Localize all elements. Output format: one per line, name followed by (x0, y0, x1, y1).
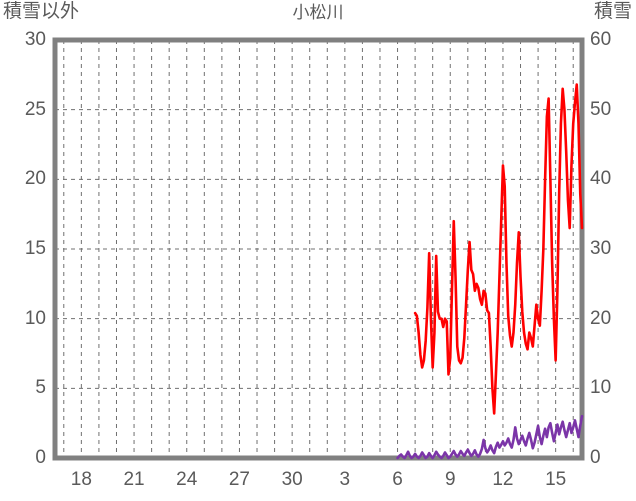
right-tick-60: 60 (590, 29, 612, 50)
right-axis-title: 積雪 (593, 1, 632, 22)
x-tick-12: 12 (492, 469, 514, 490)
left-axis-title: 積雪以外 (3, 1, 80, 22)
right-tick-40: 40 (590, 168, 612, 190)
x-tick-6: 6 (392, 469, 403, 490)
x-tick-18: 18 (70, 469, 92, 490)
left-tick-15: 15 (24, 238, 46, 259)
x-tick-24: 24 (176, 469, 198, 490)
left-tick-5: 5 (35, 377, 46, 399)
x-tick-21: 21 (123, 469, 145, 490)
right-tick-0: 0 (590, 447, 601, 468)
plot-frame (52, 37, 585, 461)
left-tick-25: 25 (24, 98, 46, 120)
x-tick-3: 3 (339, 469, 351, 490)
x-tick-15: 15 (545, 469, 567, 490)
chart-title: 小松川 (292, 3, 344, 22)
x-tick-30: 30 (281, 469, 303, 490)
left-tick-20: 20 (24, 168, 46, 190)
right-tick-30: 30 (590, 238, 612, 259)
left-tick-0: 0 (35, 447, 46, 468)
left-tick-30: 30 (24, 29, 46, 50)
right-tick-10: 10 (590, 377, 612, 399)
x-tick-9: 9 (444, 469, 456, 490)
left-tick-10: 10 (24, 307, 46, 329)
right-tick-50: 50 (590, 98, 612, 120)
gridlines (55, 40, 582, 458)
x-tick-27: 27 (228, 469, 250, 490)
data-series (396, 83, 584, 460)
right-tick-20: 20 (590, 307, 612, 329)
series-line-non-snow (413, 83, 584, 415)
series-line-snow (396, 414, 584, 460)
